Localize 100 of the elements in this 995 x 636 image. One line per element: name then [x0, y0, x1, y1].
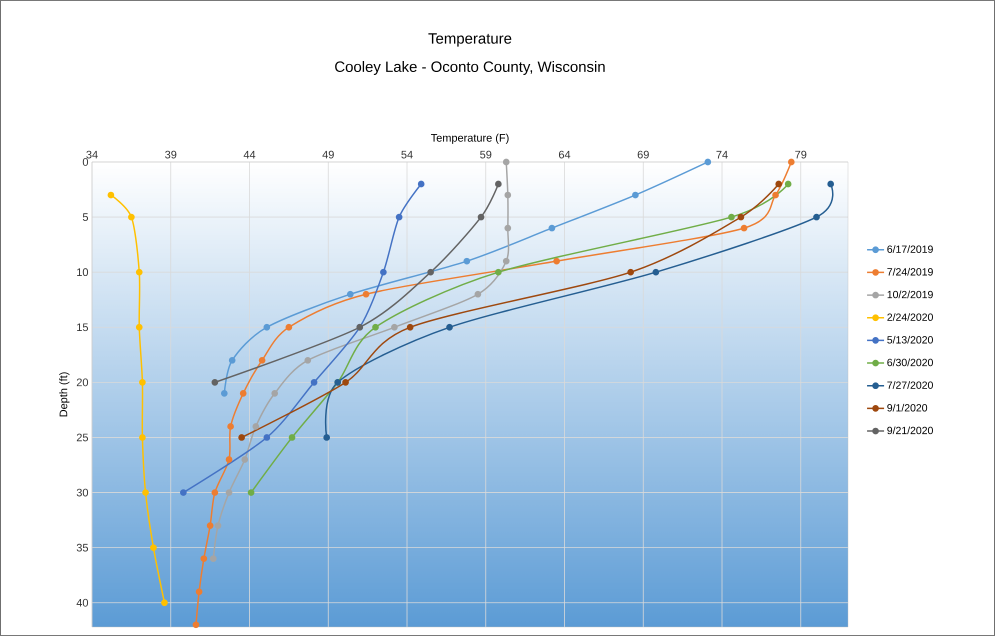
- y-axis-title: Depth (ft): [59, 372, 70, 416]
- point: [446, 324, 453, 331]
- y-tick-label: 0: [82, 158, 88, 166]
- point: [212, 489, 218, 496]
- x-tick-label: 54: [401, 150, 413, 158]
- point: [502, 158, 510, 166]
- chart-subtitle: Cooley Lake - Oconto County, Wisconsin: [335, 61, 605, 75]
- point: [627, 268, 634, 276]
- point: [150, 544, 157, 551]
- x-tick-label: 74: [716, 150, 728, 158]
- point: [214, 522, 222, 529]
- point: [161, 599, 168, 606]
- point: [427, 268, 434, 276]
- point: [108, 192, 114, 198]
- legend-label: 5/13/2020: [887, 336, 933, 344]
- point: [288, 434, 296, 441]
- x-tick-label: 79: [795, 150, 806, 158]
- point: [212, 379, 218, 386]
- x-tick-label: 44: [244, 150, 256, 158]
- x-tick-label: 34: [86, 150, 98, 158]
- point: [474, 290, 482, 298]
- legend-label: 10/2/2019: [888, 290, 933, 298]
- legend-label: 6/30/2020: [887, 358, 933, 366]
- point: [210, 555, 217, 562]
- point: [772, 192, 779, 198]
- point: [228, 356, 236, 364]
- point: [346, 290, 354, 298]
- y-tick-label: 30: [76, 488, 88, 496]
- y-tick-label: 15: [77, 323, 88, 332]
- point: [553, 258, 560, 264]
- y-tick-label: 25: [76, 434, 88, 442]
- point: [304, 356, 312, 364]
- point: [226, 456, 232, 463]
- point: [128, 214, 135, 220]
- point: [220, 390, 228, 397]
- point: [704, 158, 712, 166]
- x-tick-label: 59: [480, 150, 492, 158]
- legend-label: 9/21/2020: [887, 426, 933, 434]
- point: [310, 379, 318, 386]
- point: [827, 180, 834, 188]
- legend-label: 2/24/2020: [887, 313, 933, 321]
- point: [478, 214, 484, 220]
- point: [380, 268, 387, 276]
- x-tick-label: 39: [165, 150, 176, 158]
- point: [502, 258, 510, 264]
- point: [775, 180, 782, 188]
- point: [241, 456, 248, 463]
- point: [372, 324, 379, 331]
- legend-label: 7/27/2020: [887, 381, 933, 389]
- chart-title: Temperature: [428, 33, 512, 47]
- point: [788, 158, 795, 166]
- point: [238, 434, 245, 441]
- y-tick-label: 10: [77, 268, 88, 276]
- point: [495, 180, 502, 188]
- x-axis-title: Temperature (F): [430, 134, 509, 144]
- y-tick-label: 20: [76, 378, 88, 386]
- legend-label: 9/1/2020: [887, 404, 928, 412]
- y-tick-label: 5: [82, 213, 88, 221]
- legend-label: 7/24/2019: [887, 268, 933, 276]
- point: [504, 192, 512, 198]
- point: [142, 489, 149, 496]
- point: [728, 214, 735, 220]
- point: [286, 324, 292, 331]
- point: [504, 224, 512, 232]
- point: [738, 214, 744, 220]
- point: [418, 180, 425, 188]
- x-tick-label: 49: [322, 150, 334, 158]
- point: [342, 379, 349, 386]
- point: [263, 434, 270, 441]
- point: [192, 621, 200, 628]
- x-tick-label: 64: [558, 150, 570, 158]
- point: [740, 224, 748, 232]
- point: [139, 434, 146, 441]
- point: [227, 423, 234, 430]
- y-tick-label: 40: [76, 598, 88, 607]
- point: [196, 588, 202, 596]
- point: [258, 356, 266, 364]
- point: [139, 379, 146, 386]
- point: [248, 489, 254, 496]
- point: [391, 324, 398, 331]
- point: [784, 180, 792, 188]
- point: [652, 268, 660, 276]
- x-tick-label: 69: [638, 150, 649, 158]
- point: [240, 390, 247, 397]
- point: [200, 555, 208, 562]
- point: [263, 324, 270, 331]
- point: [206, 522, 214, 529]
- point: [271, 390, 278, 397]
- point: [180, 489, 187, 496]
- point: [464, 258, 470, 264]
- point: [226, 489, 232, 496]
- point: [813, 214, 820, 220]
- point: [495, 268, 502, 276]
- point: [548, 224, 556, 232]
- point: [323, 434, 330, 441]
- point: [136, 324, 143, 331]
- point: [396, 214, 402, 220]
- legend-label: 6/17/2019: [887, 245, 933, 253]
- point: [406, 324, 414, 331]
- point: [362, 290, 370, 298]
